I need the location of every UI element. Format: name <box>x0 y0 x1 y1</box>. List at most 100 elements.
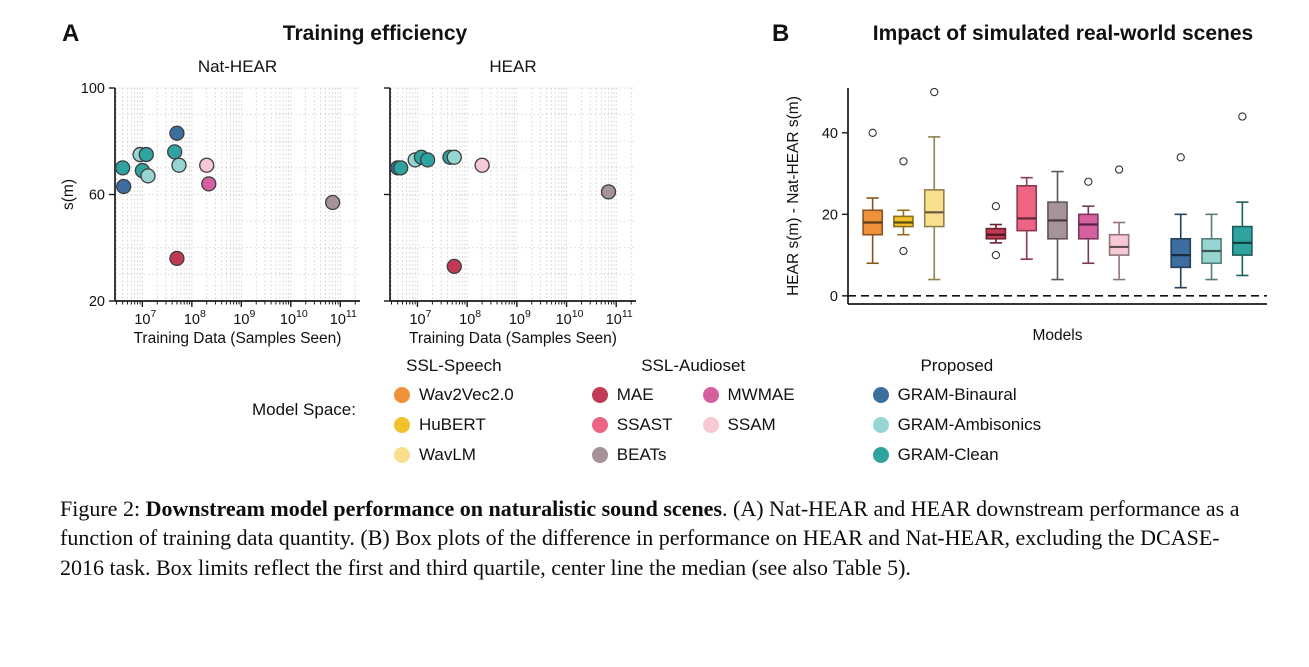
mwmae-swatch-icon <box>702 387 719 403</box>
box-wavlm <box>923 189 945 228</box>
legend-item-ssast: SSAST <box>591 415 673 435</box>
y-tick-label: 0 <box>830 289 838 305</box>
outlier-point <box>1238 112 1247 121</box>
beats-swatch-icon <box>591 447 608 463</box>
mae-swatch-icon <box>591 387 608 403</box>
legend-item-gram-ambisonics: GRAM-Ambisonics <box>872 415 1042 435</box>
wav2vec2-0-swatch-icon <box>393 387 410 403</box>
x-axis-label: Training Data (Samples Seen) <box>409 330 617 347</box>
legend-columns: GRAM-Binaural GRAM-Ambisonics GRAM-Clean <box>872 385 1042 465</box>
panel-a-label: A <box>62 20 80 47</box>
y-axis-label: HEAR s(m) - Nat-HEAR s(m) <box>785 96 802 296</box>
legend-item-label: SSAST <box>616 415 673 434</box>
scatter-point-beats <box>600 184 617 200</box>
plot-box_impact: 0 20 40 <box>822 87 1267 305</box>
caption-bold-title: Downstream model performance on naturali… <box>145 496 723 521</box>
legend-item-label: MAE <box>616 385 654 404</box>
legend-item-wavlm: WavLM <box>393 445 514 465</box>
scatter-point-gram-clean <box>393 160 409 176</box>
ssam-swatch-icon <box>702 417 719 433</box>
legend-item-beats: BEATs <box>591 445 673 465</box>
outlier-point <box>930 87 939 97</box>
outlier-point <box>1084 177 1093 186</box>
y-tick-label: 100 <box>81 81 105 97</box>
scatter-point-gram-binaural <box>116 178 132 195</box>
y-tick-label: 20 <box>822 207 838 223</box>
outlier-point <box>899 246 908 256</box>
scatter-point-mae <box>446 258 462 275</box>
scatter-point-beats <box>324 194 341 211</box>
outlier-point <box>899 157 908 166</box>
legend-title: Model Space: <box>252 400 356 419</box>
plot-scatter_hear: 107 108 109 1010 1011 <box>384 87 636 328</box>
x-tick-label: 108 <box>459 308 481 328</box>
legend-item-label: SSAM <box>727 415 776 434</box>
legend-item-wav2vec2-0: Wav2Vec2.0 <box>393 385 514 405</box>
panel-a-title: Training efficiency <box>282 22 468 45</box>
outlier-point <box>1176 153 1185 162</box>
ssast-swatch-icon <box>591 417 608 433</box>
outlier-point <box>1114 165 1124 174</box>
caption-prefix: Figure 2: <box>60 496 146 521</box>
y-tick-label: 60 <box>89 188 105 204</box>
legend-item-gram-clean: GRAM-Clean <box>872 445 1042 465</box>
legend-item-hubert: HuBERT <box>393 415 514 435</box>
box-gram-clean <box>1232 225 1253 256</box>
legend-item-label: GRAM-Clean <box>897 445 999 464</box>
scatter-point-gram-ambisonics <box>140 168 156 184</box>
legend-group-header-ssl-speech: SSL-Speech <box>406 356 502 375</box>
y-tick-label: 20 <box>89 294 105 310</box>
legend-column: MWMAE SSAM <box>702 385 795 465</box>
legend-item-label: Wav2Vec2.0 <box>418 385 514 404</box>
legend-item-gram-binaural: GRAM-Binaural <box>872 385 1042 405</box>
legend-item-label: HuBERT <box>418 415 486 434</box>
scatter-point-gram-clean <box>167 144 183 160</box>
x-tick-label: 1010 <box>280 308 308 328</box>
legend-item-label: BEATs <box>616 445 667 464</box>
outlier-point <box>991 250 1001 260</box>
legend-item-label: MWMAE <box>727 385 795 404</box>
legend-column: Wav2Vec2.0 HuBERT WavLM <box>393 385 514 465</box>
legend-item-ssam: SSAM <box>702 415 795 435</box>
scatter-point-gram-clean <box>115 160 131 176</box>
scatter-point-mwmae <box>201 176 217 192</box>
legend-group-ssl-audioset: SSL-Audioset MAE SSAST BEATs MWMAE SSAM <box>591 356 795 465</box>
legend-columns: MAE SSAST BEATs MWMAE SSAM <box>591 385 795 465</box>
scatter-point-gram-clean <box>419 152 436 168</box>
x-tick-label: 1011 <box>606 308 633 328</box>
legend-item-mwmae: MWMAE <box>702 385 795 405</box>
legend-item-label: GRAM-Ambisonics <box>897 415 1042 434</box>
wavlm-swatch-icon <box>393 447 410 463</box>
x-tick-label: 109 <box>509 308 531 328</box>
legend-group-header-ssl-audioset: SSL-Audioset <box>641 356 746 375</box>
legend-group-header-proposed: Proposed <box>920 356 994 375</box>
scatter-point-ssam <box>474 157 490 173</box>
scatter-point-gram-binaural <box>169 125 185 141</box>
gram-binaural-swatch-icon <box>872 387 889 403</box>
box-mwmae <box>1077 213 1099 240</box>
box-ssam <box>1108 233 1130 256</box>
legend-groups: SSL-Speech Wav2Vec2.0 HuBERT WavLM SSL-Audio… <box>393 356 1075 465</box>
legend-item-label: GRAM-Binaural <box>897 385 1017 404</box>
subplot-title: Nat-HEAR <box>198 57 277 76</box>
caption-rest: . (A) Nat-HEAR and HEAR downstream perfo… <box>60 496 1240 580</box>
scatter-point-ssam <box>199 157 215 173</box>
y-axis-label: s(m) <box>60 179 77 210</box>
legend-item-label: WavLM <box>418 445 476 464</box>
x-tick-label: 108 <box>184 308 206 328</box>
legend-item-mae: MAE <box>591 385 673 405</box>
legend-columns: Wav2Vec2.0 HuBERT WavLM <box>393 385 514 465</box>
gram-ambisonics-swatch-icon <box>872 417 889 433</box>
x-tick-label: 109 <box>233 308 255 328</box>
outlier-point <box>868 128 877 137</box>
outlier-point <box>991 202 1001 211</box>
legend-column: GRAM-Binaural GRAM-Ambisonics GRAM-Clean <box>872 385 1042 465</box>
x-tick-label: 107 <box>409 308 431 328</box>
box-gram-binaural <box>1170 237 1192 269</box>
hear-scatter-plot: 107 108 109 1010 1011 HEAR Training Data (Samp… <box>384 57 636 347</box>
x-axis-label: Training Data (Samples Seen) <box>134 330 342 347</box>
scatter-point-gram-ambisonics <box>446 149 462 165</box>
